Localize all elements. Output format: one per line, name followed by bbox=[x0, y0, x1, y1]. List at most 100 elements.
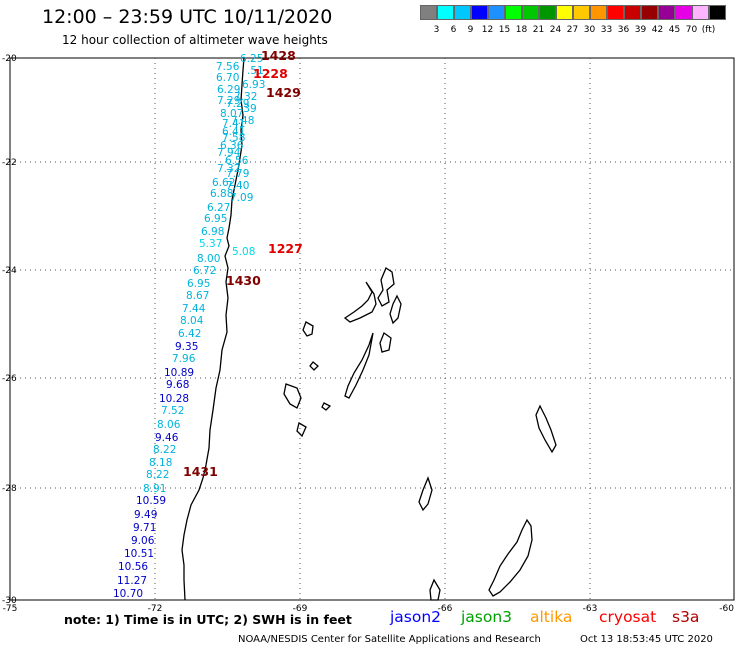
wave-height-value: 9.06 bbox=[131, 535, 155, 547]
island-3 bbox=[389, 294, 402, 325]
pass-time-label: 1430 bbox=[226, 273, 261, 288]
credit-line: NOAA/NESDIS Center for Satellite Applica… bbox=[238, 634, 541, 645]
wave-height-value: 10.59 bbox=[136, 495, 166, 507]
legend-label: 12 bbox=[481, 25, 494, 35]
legend-swatch bbox=[658, 5, 675, 20]
legend-swatch bbox=[437, 5, 454, 20]
wave-height-value: 7.32 bbox=[234, 91, 257, 103]
legend-label: 15 bbox=[498, 25, 511, 35]
wave-height-value: 7.32 bbox=[217, 163, 240, 175]
wave-height-value: 7.58 bbox=[222, 132, 245, 144]
wave-height-value: 6.98 bbox=[201, 226, 224, 238]
latitude-label: -20 bbox=[2, 54, 17, 64]
wave-height-value: 6.42 bbox=[178, 328, 201, 340]
legend-swatch bbox=[539, 5, 556, 20]
legend-label: 27 bbox=[566, 25, 579, 35]
legend-swatch bbox=[454, 5, 471, 20]
wave-height-value: .39 bbox=[240, 103, 257, 115]
wave-height-value: 7.40 bbox=[226, 180, 249, 192]
wave-height-value: 6.95 bbox=[204, 213, 227, 225]
satellite-name: s3a bbox=[672, 608, 700, 626]
wave-height-value: .51 bbox=[247, 65, 264, 77]
wave-height-value: 7.79 bbox=[226, 168, 249, 180]
wave-height-value: 10.89 bbox=[164, 367, 194, 379]
longitude-label: -75 bbox=[3, 604, 18, 614]
wave-height-value: 9.71 bbox=[133, 522, 156, 534]
latitude-label: -22 bbox=[2, 158, 17, 168]
legend-swatch bbox=[522, 5, 539, 20]
legend-swatch bbox=[607, 5, 624, 20]
legend-label: 3 bbox=[433, 25, 440, 35]
legend-swatch bbox=[675, 5, 692, 20]
legend-label: 45 bbox=[668, 25, 681, 35]
wave-height-value: 6.93 bbox=[242, 79, 265, 91]
longitude-label: -72 bbox=[148, 604, 163, 614]
legend-swatch bbox=[709, 5, 726, 20]
latitude-label: -30 bbox=[2, 596, 17, 606]
wave-height-value: 10.51 bbox=[124, 548, 154, 560]
wave-height-value: 8.07 bbox=[220, 108, 243, 120]
longitude-labels: -75 -72 -69 -66 -63 -60 bbox=[3, 604, 735, 614]
latitude-label: -26 bbox=[2, 374, 17, 384]
latitude-label: -24 bbox=[2, 266, 17, 276]
wave-height-value: 8.67 bbox=[186, 290, 209, 302]
wave-height-value: 8.18 bbox=[149, 457, 172, 469]
wave-height-value: 9.35 bbox=[175, 341, 198, 353]
legend-swatch bbox=[420, 5, 437, 20]
legend-label: 6 bbox=[450, 25, 457, 35]
wave-height-value: 7.96 bbox=[172, 353, 196, 365]
island-8 bbox=[283, 383, 302, 409]
wave-height-value: 7.41 bbox=[222, 118, 245, 130]
legend-swatch bbox=[590, 5, 607, 20]
legend-swatch bbox=[641, 5, 658, 20]
map-subtitle: 12 hour collection of altimeter wave hei… bbox=[62, 33, 328, 47]
pass-time-label: 1228 bbox=[253, 66, 288, 81]
legend-label: 30 bbox=[583, 25, 596, 35]
pass-time-labels: 1428 1228 1429 1227 1430 1431 bbox=[183, 48, 303, 479]
wave-height-value: 9.46 bbox=[155, 432, 179, 444]
wave-height-value: 6.95 bbox=[187, 278, 210, 290]
map-frame bbox=[9, 57, 735, 601]
wave-height-value: 6.41 bbox=[222, 126, 245, 138]
wave-height-value: 8.04 bbox=[180, 315, 204, 327]
wave-height-value: 6.62 bbox=[212, 177, 235, 189]
legend-label: 42 bbox=[651, 25, 664, 35]
wave-height-value: 7.52 bbox=[161, 405, 184, 417]
island-1 bbox=[377, 267, 395, 307]
island-2 bbox=[343, 281, 377, 323]
legend-label: 70 bbox=[685, 25, 698, 35]
island-12 bbox=[418, 476, 433, 512]
pass-time-label: 1431 bbox=[183, 464, 218, 479]
legend-label: 18 bbox=[515, 25, 528, 35]
footnote: note: 1) Time is in UTC; 2) SWH is in fe… bbox=[64, 612, 352, 627]
wave-height-value: 6.72 bbox=[193, 265, 216, 277]
island-7 bbox=[309, 361, 319, 371]
graticule bbox=[10, 58, 734, 600]
wave-height-value: 7.56 bbox=[216, 61, 240, 73]
legend-swatch bbox=[471, 5, 488, 20]
wave-height-value: 6.56 bbox=[225, 155, 249, 167]
pass-time-label: 1429 bbox=[266, 85, 301, 100]
island-4 bbox=[302, 321, 314, 337]
wave-height-value: 7.48 bbox=[231, 115, 254, 127]
satellite-name: altika bbox=[530, 608, 573, 626]
wave-height-value: 10.56 bbox=[118, 561, 148, 573]
wave-height-value: 7.29 bbox=[226, 98, 249, 110]
wave-height-value: 8.00 bbox=[197, 253, 220, 265]
south-america-coast bbox=[181, 57, 245, 601]
wave-height-value: 6.70 bbox=[216, 72, 239, 84]
longitude-label: -69 bbox=[293, 604, 308, 614]
wave-height-value: 7.29 bbox=[217, 95, 240, 107]
wave-height-value: 11.27 bbox=[117, 575, 147, 587]
legend-label: (ft) bbox=[701, 25, 716, 35]
island-6 bbox=[379, 331, 392, 353]
generation-timestamp: Oct 13 18:53:45 UTC 2020 bbox=[580, 634, 713, 645]
satellite-name: cryosat bbox=[599, 608, 657, 626]
island-13 bbox=[488, 518, 533, 597]
legend-swatch bbox=[692, 5, 709, 20]
island-9 bbox=[321, 402, 332, 411]
satellite-name: jason3 bbox=[461, 608, 513, 626]
wave-height-value: 5.08 bbox=[232, 246, 255, 258]
wave-height-value: 7.44 bbox=[182, 303, 206, 315]
